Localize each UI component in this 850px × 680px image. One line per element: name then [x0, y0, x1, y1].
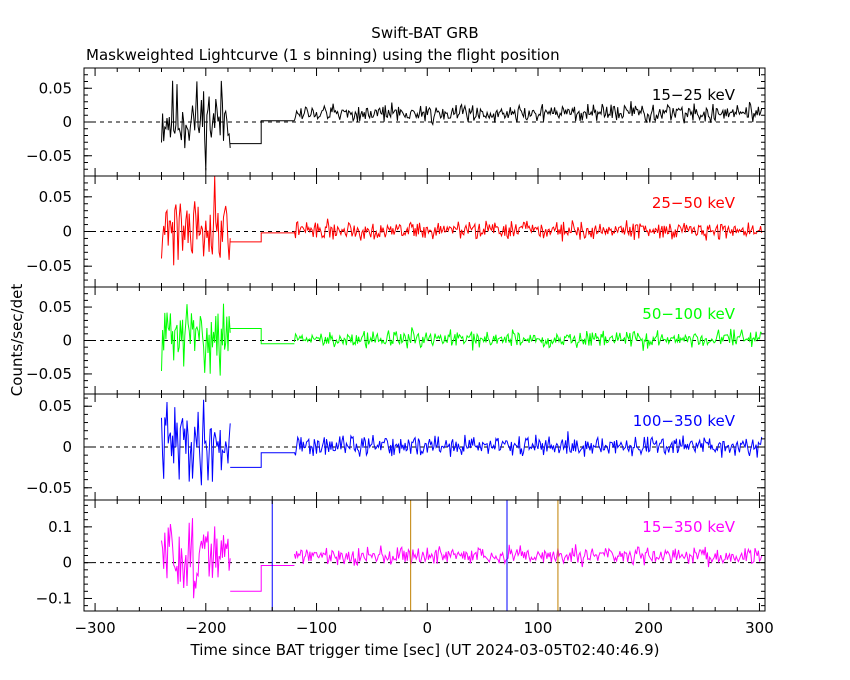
- y-tick-label: 0: [62, 438, 72, 456]
- chart-subtitle: Maskweighted Lightcurve (1 s binning) us…: [86, 46, 560, 64]
- y-tick-label: 0.05: [39, 188, 72, 206]
- x-tick-label: −300: [74, 619, 115, 637]
- y-tick-label: −0.05: [26, 147, 72, 165]
- x-tick-label: 100: [524, 619, 553, 637]
- panel-5: 15−350 keV −0.1 0 0.1: [36, 499, 766, 612]
- y-tick-label: 0.05: [39, 397, 72, 415]
- y-tick-label: −0.05: [26, 365, 72, 383]
- x-tick-label: 0: [422, 619, 432, 637]
- band-label: 50−100 keV: [642, 305, 735, 323]
- lightcurve-trace: [161, 80, 763, 171]
- y-tick-label: −0.05: [26, 257, 72, 275]
- panel-4: 100−350 keV −0.05 0 0.05: [26, 393, 766, 501]
- y-tick-label: 0.05: [39, 79, 72, 97]
- panel-1: 15−25 keV −0.05 0 0.05: [26, 67, 766, 177]
- lightcurve-trace: [161, 399, 763, 486]
- lightcurve-trace: [161, 518, 763, 599]
- y-tick-label: 0.1: [48, 518, 72, 536]
- y-tick-label: 0: [62, 223, 72, 241]
- chart-title: Swift-BAT GRB: [371, 24, 478, 42]
- band-label: 15−350 keV: [642, 518, 735, 536]
- y-axis-label: Counts/sec/det: [8, 284, 26, 397]
- x-axis-ticks: −300 −200 −100 0 100 200 300: [74, 619, 773, 637]
- y-tick-label: −0.1: [36, 589, 72, 607]
- band-label: 100−350 keV: [633, 412, 736, 430]
- y-tick-label: 0: [62, 554, 72, 572]
- band-label: 25−50 keV: [652, 194, 736, 212]
- panel-3: 50−100 keV −0.05 0 0.05: [26, 286, 766, 395]
- x-tick-label: −200: [185, 619, 226, 637]
- lightcurve-trace: [161, 175, 763, 266]
- panel-2: 25−50 keV −0.05 0 0.05: [26, 175, 766, 288]
- y-tick-label: 0.05: [39, 298, 72, 316]
- y-tick-label: −0.05: [26, 479, 72, 497]
- x-axis-label: Time since BAT trigger time [sec] (UT 20…: [190, 641, 660, 659]
- x-tick-label: 300: [745, 619, 774, 637]
- y-tick-label: 0: [62, 332, 72, 350]
- y-tick-label: 0: [62, 113, 72, 131]
- x-tick-label: −100: [296, 619, 337, 637]
- lightcurve-trace: [161, 303, 762, 376]
- band-label: 15−25 keV: [652, 86, 736, 104]
- x-tick-label: 200: [634, 619, 663, 637]
